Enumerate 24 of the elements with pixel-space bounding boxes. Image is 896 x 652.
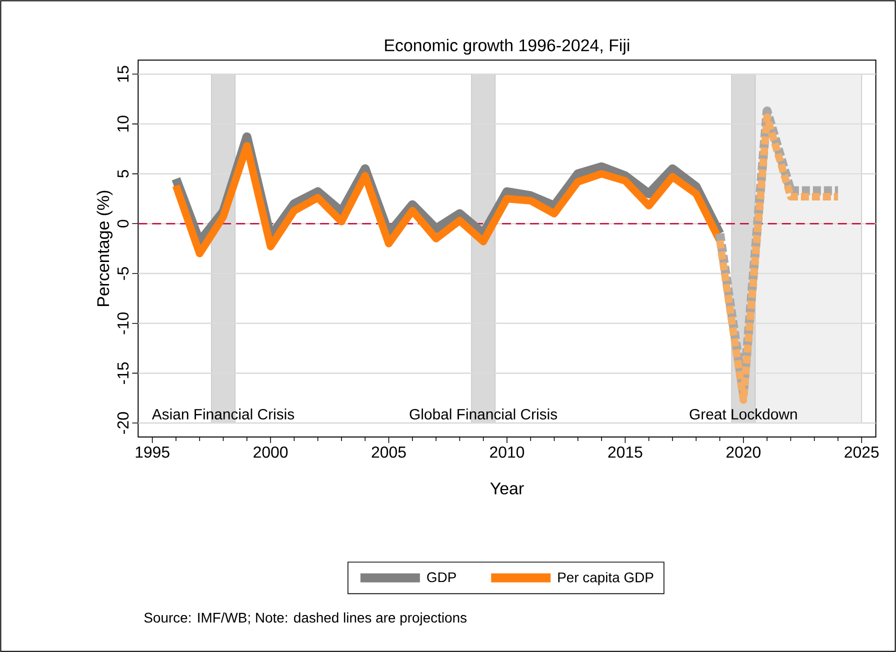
band-label: Asian Financial Crisis — [152, 408, 294, 420]
x-tick-label: 2010 — [490, 446, 524, 458]
chart-title: Economic growth 1996-2024, Fiji — [385, 38, 630, 55]
x-tick-label: 1995 — [136, 446, 170, 458]
y-tick-label: -5 — [118, 267, 129, 280]
x-tick-label: 2015 — [608, 446, 642, 458]
y-tick-label: 15 — [118, 66, 129, 82]
y-tick-label: -15 — [118, 362, 129, 384]
x-tick-label: 2005 — [372, 446, 406, 458]
y-tick-label: -10 — [117, 312, 129, 334]
x-tick-label: 2000 — [254, 446, 288, 458]
x-tick-label: 2025 — [844, 446, 879, 458]
source-note: Source: IMF/WB; Note: dashed lines are projections — [144, 612, 466, 626]
x-axis-title: Year — [490, 482, 524, 494]
y-tick-label: 5 — [118, 170, 129, 178]
y-axis-title: Percentage (%) — [96, 190, 113, 306]
legend-label: GDP — [427, 572, 456, 582]
y-tick-label: 10 — [117, 116, 129, 132]
band-label: Great Lockdown — [690, 408, 797, 420]
y-tick-label: 0 — [117, 220, 129, 228]
y-tick-label: -20 — [117, 412, 129, 434]
x-tick-label: 2020 — [726, 446, 760, 458]
band-label: Global Financial Crisis — [410, 408, 558, 420]
legend-label: Per capita GDP — [558, 572, 654, 586]
